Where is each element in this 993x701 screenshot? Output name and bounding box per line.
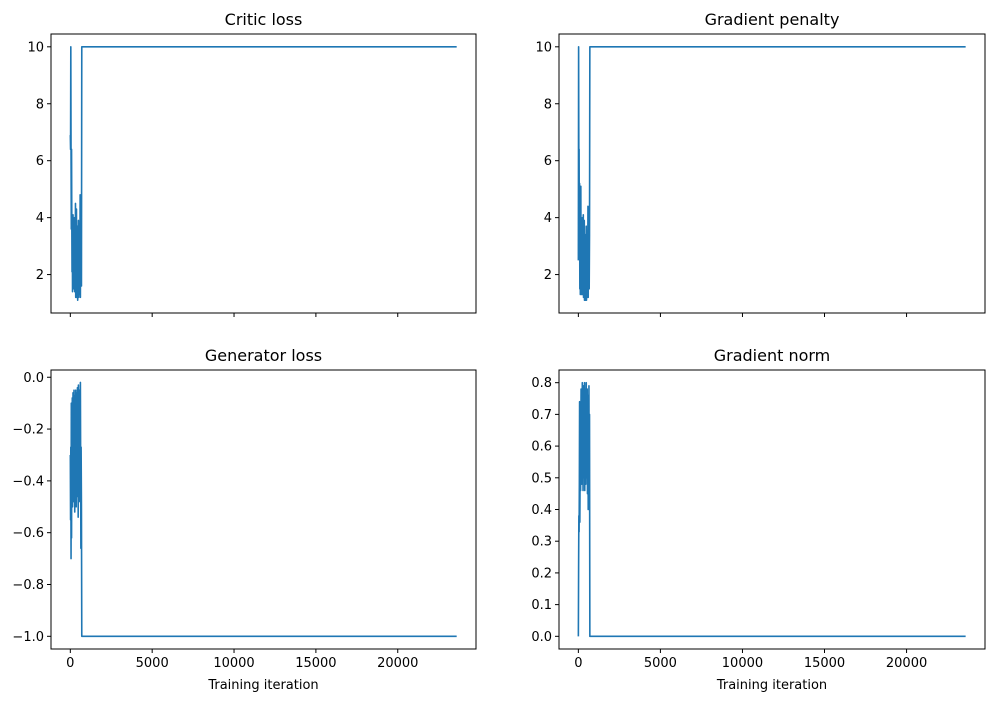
gradient-norm-series-line	[577, 381, 966, 638]
generator-loss-axes-frame	[50, 369, 477, 650]
generator-loss-xlabel: Training iteration	[207, 678, 318, 693]
generator-loss-xtick-label: 10000	[213, 656, 254, 671]
gradient-penalty-series-line	[577, 46, 966, 301]
gradient-norm-xtick-label: 10000	[722, 656, 763, 671]
generator-loss-xtick-label: 0	[66, 656, 74, 671]
gradient-penalty-ytick-label: 6	[544, 154, 552, 169]
generator-loss-xtick-label: 15000	[295, 656, 336, 671]
gradient-norm-xtick-label: 20000	[886, 656, 927, 671]
critic-loss-ytick-label: 2	[36, 268, 44, 283]
gradient-norm-title: Gradient norm	[714, 346, 831, 365]
critic-loss-axes-frame	[50, 33, 477, 314]
generator-loss-ytick-label: −1.0	[12, 630, 44, 645]
generator-loss-ytick-label: −0.2	[12, 423, 44, 438]
generator-loss-xtick-label: 5000	[136, 656, 169, 671]
critic-loss-ytick-label: 10	[27, 40, 44, 55]
generator-loss-xtick-label: 20000	[377, 656, 418, 671]
gradient-penalty-ytick-label: 4	[544, 211, 552, 226]
gradient-penalty-ytick-label: 10	[535, 40, 552, 55]
critic-loss-series-line	[69, 46, 457, 301]
gradient-penalty-ytick-label: 2	[544, 268, 552, 283]
gradient-norm-ytick-label: 0.0	[531, 630, 552, 645]
gradient-norm-ytick-label: 0.8	[531, 376, 552, 391]
critic-loss-title: Critic loss	[225, 10, 303, 29]
gradient-penalty-axes-frame	[558, 33, 986, 314]
gradient-norm-ytick-label: 0.5	[531, 471, 552, 486]
gradient-penalty-panel: Gradient penalty 2 4 6 8 10	[535, 10, 986, 317]
gradient-penalty-title: Gradient penalty	[705, 10, 840, 29]
critic-loss-panel: Critic loss 2 4 6 8 10	[27, 10, 477, 317]
gradient-norm-axes-frame	[558, 369, 986, 650]
generator-loss-ytick-label: −0.6	[12, 526, 44, 541]
gradient-norm-panel: Gradient norm 0.0 0.1 0.2 0.3 0.4 0.5 0.6 0.7 0.8…	[531, 346, 986, 693]
critic-loss-ytick-label: 6	[36, 154, 44, 169]
gradient-norm-xlabel: Training iteration	[716, 678, 827, 693]
generator-loss-series-line	[69, 381, 457, 638]
gradient-norm-ytick-label: 0.1	[531, 598, 552, 613]
generator-loss-title: Generator loss	[205, 346, 322, 365]
generator-loss-ytick-label: −0.8	[12, 578, 44, 593]
generator-loss-panel: Generator loss −1.0 −0.8 −0.6 −0.4 −0.2 0.0 0 50…	[12, 346, 477, 693]
gradient-norm-xtick-label: 0	[574, 656, 582, 671]
gradient-norm-xtick-label: 5000	[644, 656, 677, 671]
gradient-norm-ytick-label: 0.7	[531, 408, 552, 423]
gradient-norm-ytick-label: 0.6	[531, 440, 552, 455]
generator-loss-ytick-label: −0.4	[12, 474, 44, 489]
gradient-norm-ytick-label: 0.4	[531, 503, 552, 518]
gradient-norm-xtick-label: 15000	[804, 656, 845, 671]
critic-loss-ytick-label: 8	[36, 97, 44, 112]
critic-loss-ytick-label: 4	[36, 211, 44, 226]
gradient-norm-ytick-label: 0.2	[531, 566, 552, 581]
gradient-penalty-ytick-label: 8	[544, 97, 552, 112]
gradient-norm-ytick-label: 0.3	[531, 535, 552, 550]
generator-loss-ytick-label: 0.0	[23, 371, 44, 386]
